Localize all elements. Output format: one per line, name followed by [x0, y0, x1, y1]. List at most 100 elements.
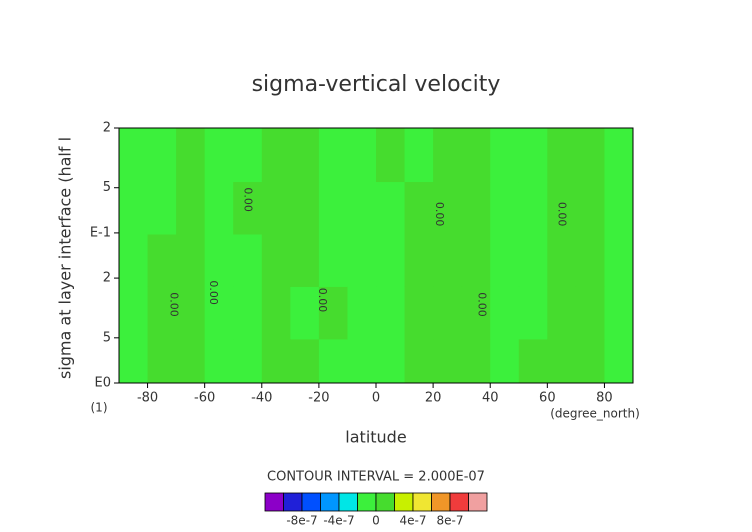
field-cell	[176, 234, 206, 288]
field-cell	[547, 339, 577, 384]
y-tick-label: 2	[103, 271, 111, 286]
field-cell	[376, 182, 406, 235]
field-cell	[347, 234, 377, 288]
field-cell	[604, 128, 634, 183]
field-cell	[490, 286, 520, 340]
field-cell	[518, 234, 548, 288]
colorbar-tick-label: 4e-7	[400, 514, 427, 528]
field-cell	[261, 234, 291, 288]
contour-label: 0.00	[476, 292, 489, 317]
field-cell	[404, 128, 434, 183]
y-tick-label: 5	[103, 330, 111, 345]
y-tick-label: 5	[103, 180, 111, 195]
y-tick-label: E0	[95, 376, 112, 391]
contour-label: 0.00	[556, 202, 569, 227]
field-cell	[575, 234, 605, 288]
field-cell	[119, 128, 149, 183]
field-cell	[204, 182, 234, 235]
field-cell	[318, 234, 348, 288]
field-cell	[376, 234, 406, 288]
field-cell	[204, 339, 234, 384]
field-cell	[347, 339, 377, 384]
x-tick-label: 40	[482, 391, 499, 406]
x-tick-label: -80	[137, 391, 158, 406]
field-cell	[147, 339, 177, 384]
colorbar-box	[468, 492, 488, 512]
field-cell	[404, 339, 434, 384]
field-cell	[290, 128, 320, 183]
field-cell	[518, 182, 548, 235]
colorbar-box	[394, 492, 414, 512]
field-cell	[318, 339, 348, 384]
contour-label: 0.00	[433, 202, 446, 227]
chart-title: sigma-vertical velocity	[252, 72, 501, 97]
field-cell	[290, 234, 320, 288]
colorbar-box	[431, 492, 451, 512]
field-cell	[261, 182, 291, 235]
field-cell	[518, 286, 548, 340]
colorbar-box	[357, 492, 377, 512]
x-tick-label: 80	[596, 391, 613, 406]
contour-interval: CONTOUR INTERVAL = 2.000E-07	[267, 470, 485, 485]
colorbar-box	[283, 492, 303, 512]
field-cell	[376, 286, 406, 340]
field-cell	[233, 182, 263, 235]
colorbar-box	[338, 492, 358, 512]
field-cell	[433, 339, 463, 384]
x-axis-unit: (degree_north)	[550, 407, 640, 421]
field-cell	[518, 339, 548, 384]
field-cell	[147, 182, 177, 235]
field-cell	[318, 182, 348, 235]
field-cell	[490, 234, 520, 288]
contour-label: 0.00	[167, 292, 180, 317]
field-cell	[604, 182, 634, 235]
colorbar-box	[320, 492, 340, 512]
y-tick-label: E-1	[90, 225, 111, 240]
field-cell	[433, 128, 463, 183]
x-tick-label: 60	[539, 391, 556, 406]
field-cell	[318, 286, 348, 340]
contour-label: 0.00	[242, 187, 255, 212]
field-cell	[433, 182, 463, 235]
field-cell	[233, 234, 263, 288]
field-cell	[233, 128, 263, 183]
field-cell	[433, 286, 463, 340]
field-cell	[261, 339, 291, 384]
field-cell	[604, 286, 634, 340]
field-cell	[461, 128, 491, 183]
field-cell	[404, 182, 434, 235]
colorbar-tick-label: 0	[372, 514, 380, 528]
field-cell	[176, 339, 206, 384]
field-cell	[233, 286, 263, 340]
field-cell	[119, 234, 149, 288]
field-cell	[404, 286, 434, 340]
field-cell	[575, 128, 605, 183]
field-cell	[347, 286, 377, 340]
x-tick-label: -40	[251, 391, 272, 406]
field-cell	[119, 339, 149, 384]
field-cell	[233, 339, 263, 384]
field-cell	[461, 339, 491, 384]
x-axis-label: latitude	[345, 428, 406, 447]
field-cell	[147, 286, 177, 340]
field-cell	[376, 339, 406, 384]
field-cell	[261, 286, 291, 340]
field-cell	[147, 234, 177, 288]
field-cell	[547, 234, 577, 288]
field-cell	[547, 286, 577, 340]
field-cell	[261, 128, 291, 183]
colorbar-tick-label: -8e-7	[286, 514, 317, 528]
colorbar-box	[264, 492, 284, 512]
field-cell	[547, 182, 577, 235]
field-cell	[204, 234, 234, 288]
field-cell	[376, 128, 406, 183]
x-tick-label: 0	[372, 391, 380, 406]
field-cell	[290, 339, 320, 384]
contour-label: 0.00	[316, 288, 329, 313]
x-tick-label: 20	[425, 391, 442, 406]
field-cell	[204, 286, 234, 340]
colorbar-box	[375, 492, 395, 512]
field-cell	[404, 234, 434, 288]
field-cell	[176, 182, 206, 235]
colorbar-box	[301, 492, 321, 512]
